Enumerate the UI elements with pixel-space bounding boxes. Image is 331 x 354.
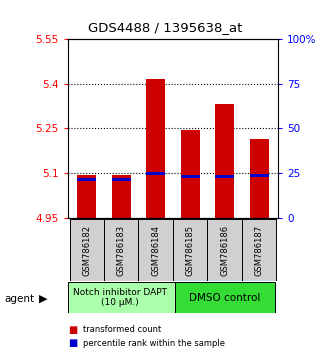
Bar [173,219,208,281]
Text: GSM786183: GSM786183 [117,225,126,276]
Bar [146,79,165,218]
Bar [112,175,131,218]
Bar [250,173,268,177]
Text: GSM786184: GSM786184 [151,225,160,276]
Bar [77,178,96,181]
Text: ■: ■ [68,338,77,348]
Bar [250,139,268,218]
Bar [215,175,234,178]
Text: ■: ■ [68,325,77,335]
Bar [104,219,138,281]
Text: Notch inhibitor DAPT
(10 μM.): Notch inhibitor DAPT (10 μM.) [73,288,167,307]
Bar [181,130,200,218]
Text: GSM786182: GSM786182 [82,225,91,276]
Bar [70,219,104,281]
Bar [146,172,165,175]
Text: transformed count: transformed count [83,325,161,335]
Text: GSM786187: GSM786187 [255,225,263,276]
Text: ▶: ▶ [39,294,48,304]
Text: agent: agent [4,294,34,304]
Bar [77,175,96,218]
Text: percentile rank within the sample: percentile rank within the sample [83,339,225,348]
Text: GDS4488 / 1395638_at: GDS4488 / 1395638_at [88,21,243,34]
Bar [68,282,175,313]
Text: GSM786185: GSM786185 [186,225,195,276]
Bar [215,104,234,218]
Bar [208,219,242,281]
Bar [175,282,275,313]
Bar [181,175,200,178]
Bar [242,219,276,281]
Bar [112,178,131,181]
Text: GSM786186: GSM786186 [220,225,229,276]
Text: DMSO control: DMSO control [189,293,260,303]
Bar [138,219,173,281]
